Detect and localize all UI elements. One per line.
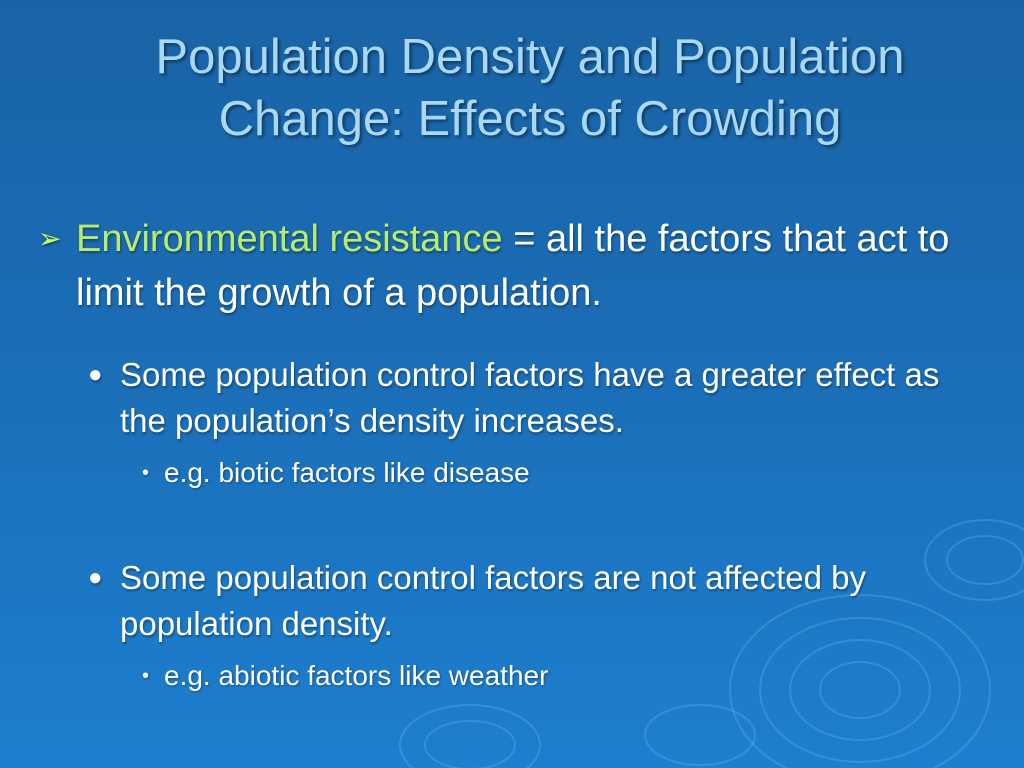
title-line-2: Change: Effects of Crowding <box>218 92 842 146</box>
example-text: e.g. abiotic factors like weather <box>164 660 549 691</box>
equals-sign: = <box>502 218 546 260</box>
sub-bullet-point: ● Some population control factors have a… <box>88 352 968 444</box>
round-bullet-icon: • <box>142 665 150 687</box>
title-line-1: Population Density and Population <box>155 30 905 84</box>
slide-title: Population Density and Population Change… <box>60 26 1000 150</box>
arrow-bullet-icon: ➢ <box>38 223 62 254</box>
round-bullet-icon: • <box>142 462 150 484</box>
main-bullet-point: ➢ Environmental resistance = all the fac… <box>38 212 968 320</box>
main-bullet-text: Environmental resistance = all the facto… <box>76 212 968 320</box>
example-bullet: • e.g. abiotic factors like weather <box>142 658 962 694</box>
term-definition: all the factors that act to limit the gr… <box>76 218 950 314</box>
key-term: Environmental resistance <box>76 218 503 260</box>
round-bullet-icon: ● <box>88 361 103 388</box>
example-text: e.g. biotic factors like disease <box>164 457 530 488</box>
example-bullet: • e.g. biotic factors like disease <box>142 455 962 491</box>
round-bullet-icon: ● <box>88 564 103 591</box>
sub-bullet-text: Some population control factors are not … <box>120 559 867 642</box>
sub-bullet-text: Some population control factors have a g… <box>120 356 940 439</box>
sub-bullet-point: ● Some population control factors are no… <box>88 555 968 647</box>
